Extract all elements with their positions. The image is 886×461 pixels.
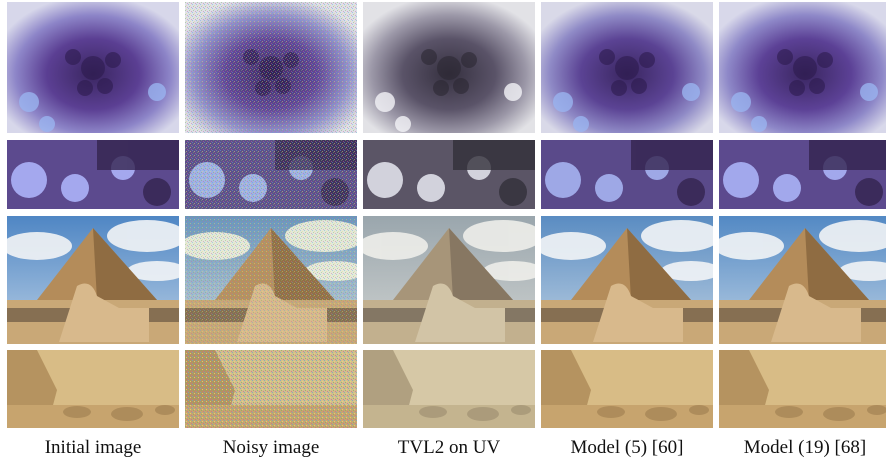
column-tvl2: TVL2 on UV <box>363 2 535 458</box>
caption-initial: Initial image <box>44 437 142 458</box>
column-model19: Model (19) [68] <box>719 2 886 458</box>
sphinx-zoom-image <box>719 350 886 428</box>
column-noisy: Noisy image <box>185 2 357 458</box>
sphinx-zoom-image <box>363 350 535 428</box>
flower-image <box>185 2 357 133</box>
pyramid-image <box>363 216 535 344</box>
flower-zoom-image <box>719 140 886 209</box>
flower-image <box>541 2 713 133</box>
pyramid-image <box>719 216 886 344</box>
flower-zoom-image <box>541 140 713 209</box>
caption-model19: Model (19) [68] <box>743 437 867 458</box>
sphinx-zoom-image <box>541 350 713 428</box>
sphinx-zoom-image <box>185 350 357 428</box>
flower-zoom-image <box>363 140 535 209</box>
sphinx-zoom-image <box>7 350 179 428</box>
caption-tvl2: TVL2 on UV <box>397 437 501 458</box>
column-model5: Model (5) [60] <box>541 2 713 458</box>
caption-noisy: Noisy image <box>222 437 320 458</box>
flower-image <box>363 2 535 133</box>
flower-image <box>7 2 179 133</box>
column-initial: Initial image <box>7 2 179 458</box>
figure-grid: Initial image <box>7 2 886 458</box>
flower-zoom-image <box>7 140 179 209</box>
caption-model5: Model (5) [60] <box>570 437 684 458</box>
pyramid-image <box>7 216 179 344</box>
flower-image <box>719 2 886 133</box>
pyramid-image <box>541 216 713 344</box>
flower-zoom-image <box>185 140 357 209</box>
pyramid-image <box>185 216 357 344</box>
